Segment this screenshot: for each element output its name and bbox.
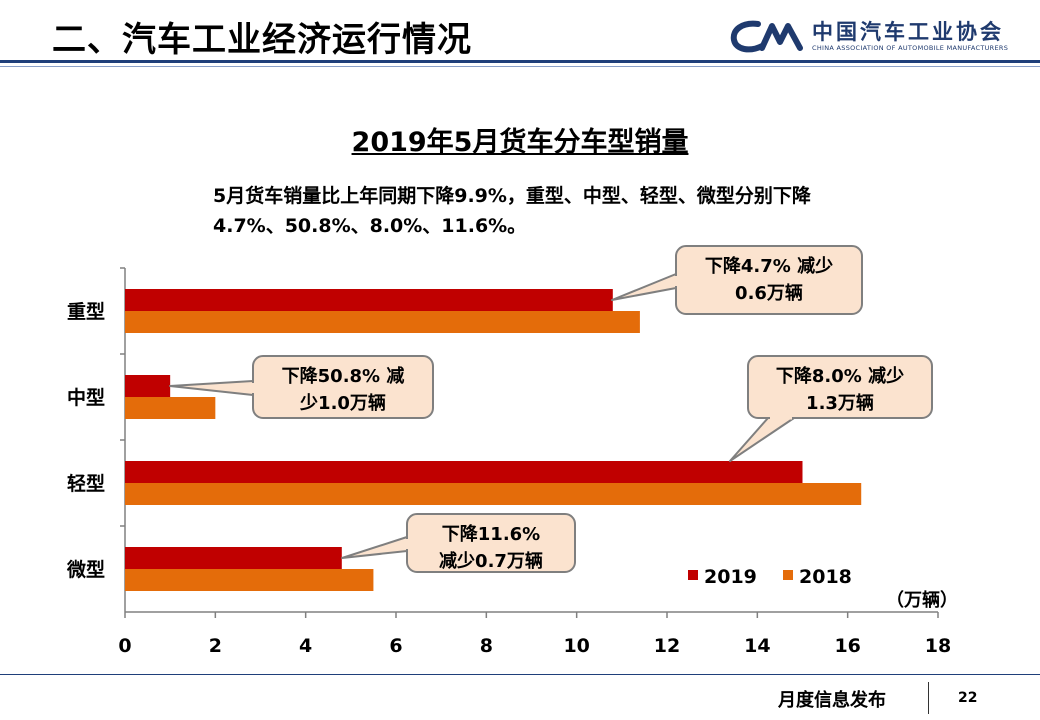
bar-2018	[125, 397, 216, 419]
x-tick-label: 8	[480, 635, 493, 657]
bar-2019	[125, 547, 342, 569]
callout-text: 下降8.0% 减少	[776, 365, 904, 387]
bar-2018	[125, 483, 862, 505]
footer-divider	[928, 682, 929, 714]
summary-line-1: 5月货车销量比上年同期下降9.9%，重型、中型、轻型、微型分别下降	[213, 185, 811, 207]
x-tick-label: 0	[118, 635, 131, 657]
callout-text: 下降4.7% 减少	[705, 255, 833, 277]
x-tick-label: 16	[834, 635, 860, 657]
callout-text: 少1.0万辆	[299, 392, 386, 414]
chart-title: 2019年5月货车分车型销量	[351, 127, 689, 158]
legend-swatch-2018	[783, 570, 793, 580]
legend-label-2019: 2019	[704, 566, 757, 588]
callout-pointer	[169, 380, 254, 396]
caam-logo-mark-icon	[730, 20, 803, 53]
x-tick-label: 12	[654, 635, 680, 657]
category-label: 微型	[66, 558, 105, 581]
logo-name-en: CHINA ASSOCIATION OF AUTOMOBILE MANUFACT…	[812, 44, 1009, 52]
slide-title: 二、汽车工业经济运行情况	[52, 20, 472, 60]
unit-label: （万辆）	[886, 589, 958, 611]
caam-logo: 中国汽车工业协会 CHINA ASSOCIATION OF AUTOMOBILE…	[728, 16, 1028, 56]
callout-text: 0.6万辆	[735, 282, 803, 304]
summary-line-2: 4.7%、50.8%、8.0%、11.6%。	[213, 215, 527, 237]
callout-text: 下降50.8% 减	[282, 365, 405, 387]
x-tick-label: 18	[925, 635, 951, 657]
x-tick-label: 14	[744, 635, 770, 657]
bar-2018	[125, 569, 374, 591]
footer-rule	[0, 674, 1040, 675]
callout-text: 减少0.7万辆	[439, 550, 543, 572]
x-tick-label: 10	[563, 635, 589, 657]
legend-label-2018: 2018	[799, 566, 852, 588]
page-number: 22	[958, 690, 978, 706]
category-label: 中型	[67, 386, 105, 409]
x-tick-label: 2	[209, 635, 222, 657]
header-rule	[0, 60, 1040, 63]
legend-swatch-2019	[688, 570, 698, 580]
category-label: 重型	[67, 300, 105, 323]
bar-2019	[125, 461, 803, 483]
bar-2018	[125, 311, 640, 333]
category-label: 轻型	[67, 472, 105, 495]
callout-pointer	[611, 273, 677, 301]
bar-2019	[125, 289, 613, 311]
x-tick-label: 6	[389, 635, 402, 657]
bar-2019	[125, 375, 171, 397]
footer-label: 月度信息发布	[778, 690, 886, 711]
logo-name-cn: 中国汽车工业协会	[812, 20, 1004, 44]
callout-text: 1.3万辆	[806, 392, 874, 414]
header-rule-thin	[0, 66, 1040, 67]
x-tick-label: 4	[299, 635, 312, 657]
callout-pointer	[729, 417, 795, 462]
callout-pointer	[341, 536, 408, 559]
callout-text: 下降11.6%	[442, 523, 540, 545]
callout-box	[747, 355, 933, 419]
summary-text: 5月货车销量比上年同期下降9.9%，重型、中型、轻型、微型分别下降 4.7%、5…	[213, 181, 993, 241]
